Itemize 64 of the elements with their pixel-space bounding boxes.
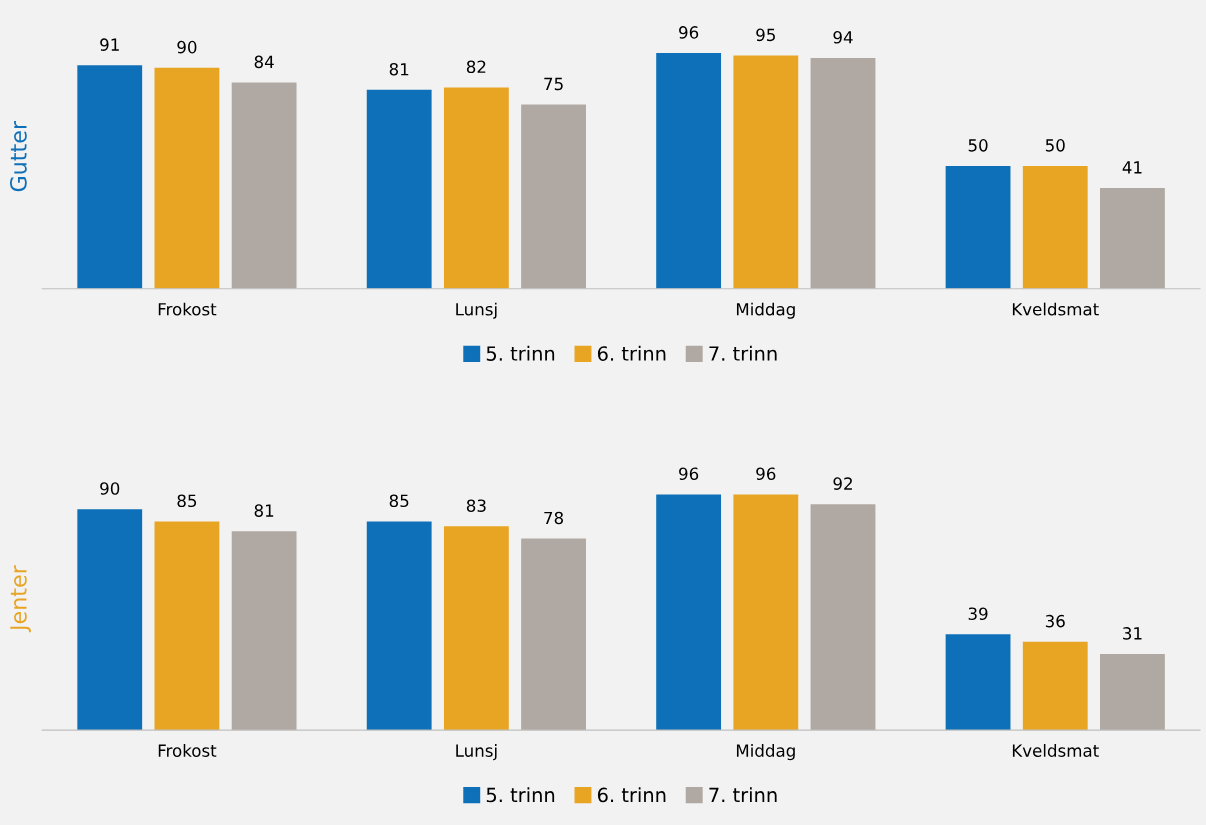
bar <box>366 521 432 731</box>
data-label: 75 <box>544 77 563 91</box>
data-label: 31 <box>1123 627 1142 640</box>
bar <box>1100 188 1165 289</box>
legend-label: 5. trinn <box>486 787 555 803</box>
bar <box>1100 654 1165 731</box>
data-label: 41 <box>1122 161 1142 174</box>
data-label: 83 <box>466 499 486 512</box>
bar <box>945 165 1011 289</box>
bar <box>810 504 876 731</box>
data-label: 96 <box>756 467 776 481</box>
bar <box>733 55 799 289</box>
bar <box>733 494 799 731</box>
bar <box>231 82 297 289</box>
bar <box>366 89 432 289</box>
bar <box>231 531 297 731</box>
bar <box>1022 641 1088 731</box>
data-label: 94 <box>833 31 853 44</box>
bar <box>443 87 509 289</box>
x-tick-label: Frokost <box>158 302 217 316</box>
bar <box>154 67 220 289</box>
x-tick-label: Lunsj <box>456 302 497 319</box>
legend-label: 6. trinn <box>597 345 666 361</box>
bar <box>656 494 722 731</box>
data-label: 39 <box>968 607 988 621</box>
data-label: 78 <box>544 511 564 525</box>
x-tick-label: Middag <box>736 744 795 761</box>
data-label: 36 <box>1045 614 1065 628</box>
data-label: 92 <box>833 477 852 490</box>
bar <box>154 521 220 731</box>
legend-label: 7. trinn <box>709 345 777 361</box>
bar <box>77 65 143 289</box>
data-label: 81 <box>389 62 409 76</box>
legend-label: 6. trinn <box>597 787 666 803</box>
bar <box>443 526 509 731</box>
bar <box>521 104 586 289</box>
data-label: 81 <box>254 504 274 517</box>
bar <box>521 538 586 731</box>
data-label: 96 <box>679 467 699 481</box>
bar <box>77 509 143 731</box>
data-label: 96 <box>679 26 699 39</box>
x-tick-label: Kveldsmat <box>1012 302 1099 316</box>
legend-label: 5. trinn <box>486 345 555 361</box>
data-label: 84 <box>254 55 274 69</box>
x-tick-label: Kveldsmat <box>1012 744 1099 757</box>
legend-label: 7. trinn <box>709 787 777 802</box>
bar <box>1022 165 1088 289</box>
bar <box>945 634 1011 731</box>
data-label: 91 <box>100 38 119 51</box>
data-label: 85 <box>177 494 197 508</box>
data-label: 50 <box>1045 139 1065 152</box>
y-axis-title: Jenter <box>10 565 31 633</box>
data-label: 90 <box>177 40 197 54</box>
bar <box>656 53 722 289</box>
x-tick-label: Middag <box>736 302 795 319</box>
data-label: 90 <box>100 482 120 495</box>
data-label: 95 <box>756 28 775 42</box>
data-label: 50 <box>968 139 988 152</box>
data-label: 82 <box>466 60 486 74</box>
bar <box>810 57 876 289</box>
x-tick-label: Lunsj <box>456 744 497 761</box>
y-axis-title: Gutter <box>9 120 27 192</box>
x-tick-label: Frokost <box>158 744 217 757</box>
data-label: 85 <box>389 494 409 508</box>
